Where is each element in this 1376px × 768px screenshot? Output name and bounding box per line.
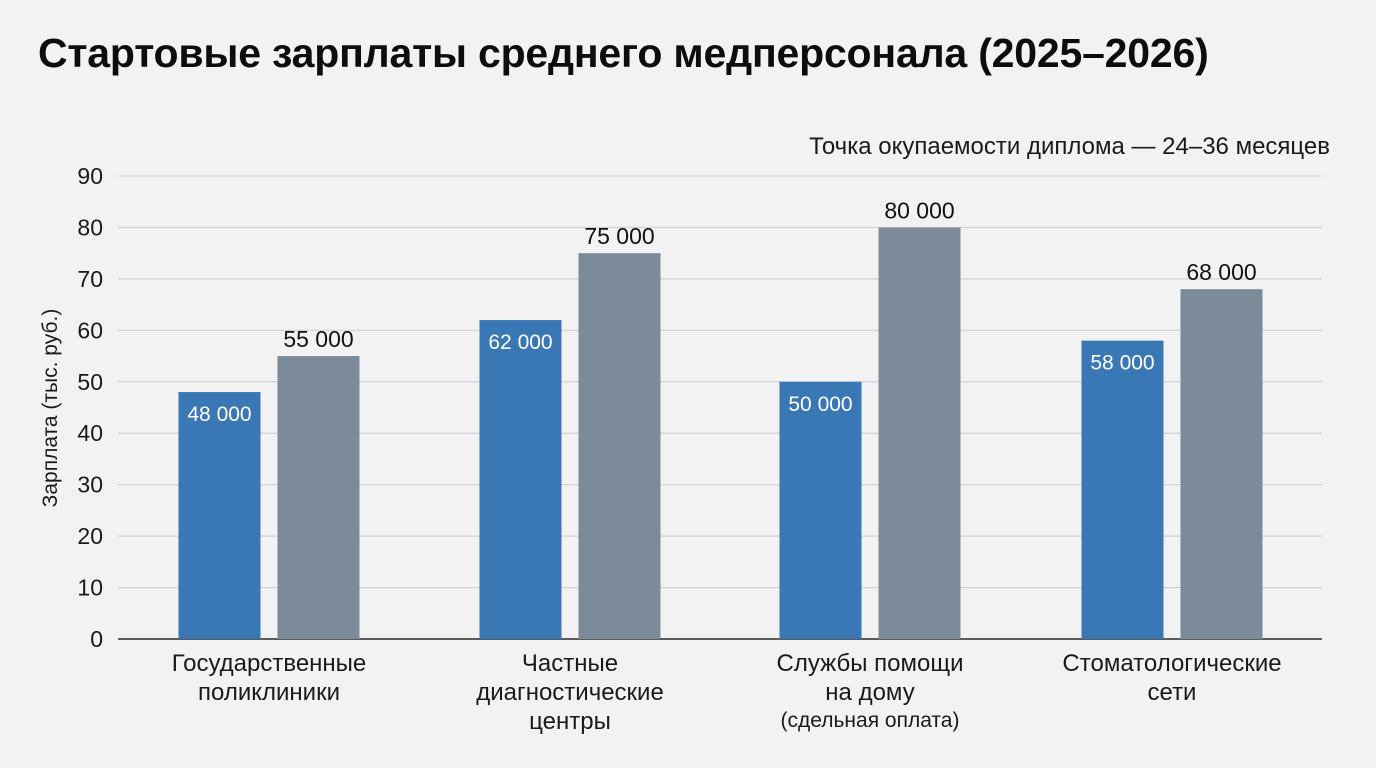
data-label: 80 000 <box>884 197 954 223</box>
bar <box>277 356 360 639</box>
bar <box>1180 289 1263 639</box>
y-tick-label: 10 <box>77 575 103 601</box>
chart-title: Стартовые зарплаты среднего медперсонала… <box>38 30 1209 76</box>
y-tick-label: 20 <box>77 523 103 549</box>
y-tick-label: 60 <box>77 317 103 343</box>
category-label: Частные <box>522 650 618 677</box>
bar <box>878 227 961 639</box>
data-label: 55 000 <box>283 326 353 352</box>
y-tick-label: 70 <box>77 266 103 292</box>
bar <box>779 381 862 639</box>
y-tick-label: 0 <box>90 626 103 652</box>
y-tick-label: 30 <box>77 472 103 498</box>
category-label: сети <box>1148 679 1197 706</box>
category-label: центры <box>529 708 611 735</box>
y-tick-label: 80 <box>77 214 103 240</box>
category-label: на дому <box>825 679 914 706</box>
y-axis-label: Зарплата (тыс. руб.) <box>39 309 62 508</box>
bar <box>178 392 261 639</box>
category-label: поликлиники <box>198 679 340 706</box>
category-label: Государственные <box>172 650 367 677</box>
data-label: 48 000 <box>187 403 251 426</box>
y-tick-label: 40 <box>77 420 103 446</box>
data-label: 58 000 <box>1090 352 1154 375</box>
category-sublabel: (сдельная оплата) <box>781 709 960 732</box>
data-label: 62 000 <box>488 331 552 354</box>
y-tick-label: 90 <box>77 163 103 189</box>
bar <box>578 253 661 639</box>
chart-annotation: Точка окупаемости диплома — 24–36 месяце… <box>809 133 1330 160</box>
category-label: Службы помощи <box>777 650 964 677</box>
data-label: 68 000 <box>1186 259 1256 285</box>
data-label: 75 000 <box>584 223 654 249</box>
y-tick-label: 50 <box>77 369 103 395</box>
category-label: диагностические <box>476 679 664 706</box>
category-label: Стоматологические <box>1062 650 1281 677</box>
data-label: 50 000 <box>788 393 852 416</box>
bar <box>1081 340 1164 639</box>
bar <box>479 320 562 639</box>
